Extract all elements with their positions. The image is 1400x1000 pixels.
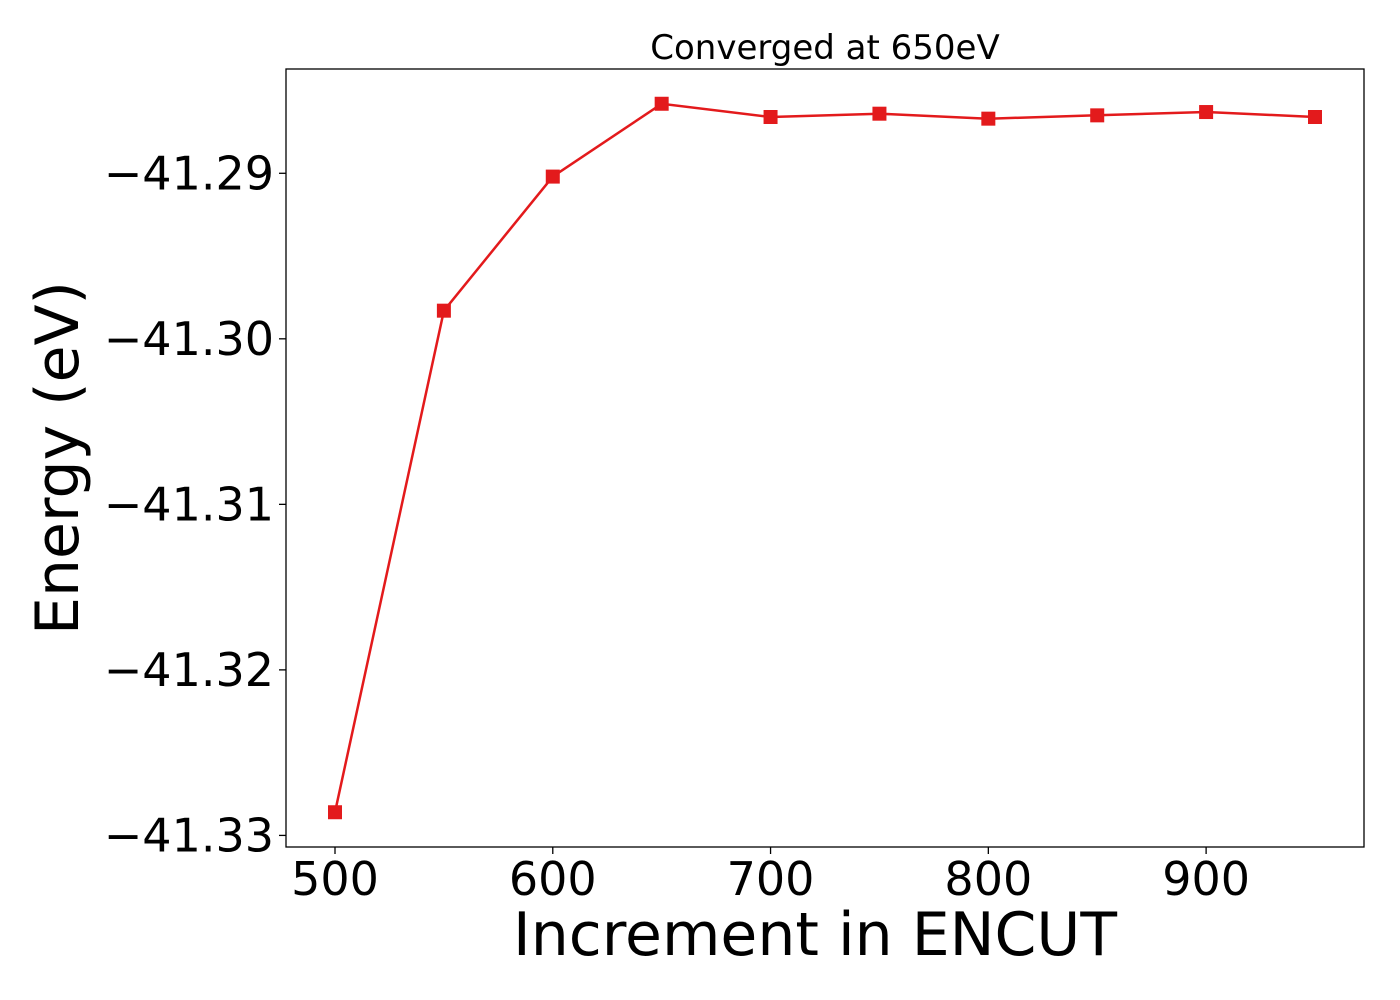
chart-title: Converged at 650eV bbox=[650, 28, 999, 68]
x-tick-label: 500 bbox=[291, 852, 379, 906]
x-tick-label: 900 bbox=[1162, 852, 1250, 906]
y-tick-label: −41.31 bbox=[104, 477, 274, 531]
y-tick-label: −41.33 bbox=[104, 808, 274, 862]
series-line bbox=[333, 102, 1316, 813]
data-point-marker bbox=[328, 805, 342, 820]
series-layer bbox=[328, 96, 1322, 820]
data-point-marker bbox=[436, 303, 451, 318]
data-point-marker bbox=[1199, 105, 1214, 120]
data-point-marker bbox=[545, 169, 560, 184]
x-tick-label: 700 bbox=[727, 852, 815, 906]
data-point-marker bbox=[763, 110, 778, 125]
data-point-marker bbox=[1090, 108, 1105, 123]
y-tick-label: −41.29 bbox=[104, 146, 274, 200]
y-axis-label: Energy (eV) bbox=[23, 281, 93, 635]
y-axis: −41.29 −41.30 −41.31 −41.32 −41.33 bbox=[104, 146, 286, 862]
y-tick-label: −41.32 bbox=[104, 643, 274, 697]
x-axis: 500 600 700 800 900 bbox=[291, 847, 1250, 906]
data-point-marker bbox=[654, 96, 669, 111]
x-tick-label: 800 bbox=[944, 852, 1032, 906]
x-tick-label: 600 bbox=[509, 852, 597, 906]
data-point-marker bbox=[872, 106, 887, 121]
data-point-marker bbox=[981, 111, 996, 126]
plot-area-frame bbox=[285, 68, 1365, 848]
x-axis-label: Increment in ENCUT bbox=[513, 900, 1117, 970]
y-tick-label: −41.30 bbox=[104, 312, 274, 366]
data-point-marker bbox=[1308, 110, 1322, 125]
